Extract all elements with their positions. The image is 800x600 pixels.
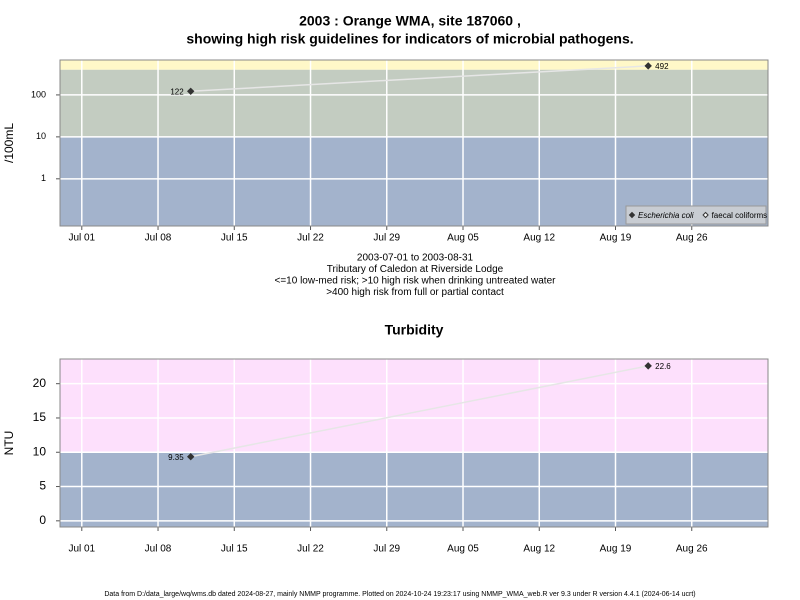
y-tick-label: 1 [41,173,46,183]
y-tick-label: 0 [39,513,46,527]
note: >400 high risk from full or partial cont… [326,287,504,298]
risk-band [60,452,768,527]
data-point [187,453,195,461]
y-axis-label: NTU [2,431,16,456]
x-tick-label: Aug 19 [600,544,632,555]
note: <=10 low-med risk; >10 high risk when dr… [275,276,557,287]
y-tick-label: 15 [33,410,47,424]
chart-title: 2003 : Orange WMA, site 187060 , [299,13,521,29]
x-tick-label: Jul 15 [221,544,248,555]
series-line [190,365,649,458]
note: 2003-07-01 to 2003-08-31 [357,253,474,264]
y-tick-label: 10 [36,131,46,141]
y-axis-label: /100mL [2,123,16,163]
data-point [644,362,652,370]
legend-box [625,205,767,225]
y-tick-label: 5 [39,479,46,493]
data-point [187,87,195,96]
x-tick-label: Aug 12 [523,544,555,555]
y-tick-label: 20 [33,376,47,390]
data-point [644,62,652,70]
x-tick-label: Aug 19 [600,233,632,244]
footer: Data from D:/data_large/wq/wms.db dated … [104,591,695,598]
x-tick-label: Jul 15 [221,233,248,244]
data-label: 492 [655,62,669,71]
risk-band [60,69,768,137]
plot-frame [59,358,769,528]
x-tick-label: Aug 05 [447,233,479,244]
x-tick-label: Jul 08 [145,544,172,555]
x-tick-label: Jul 22 [297,233,324,244]
legend-marker [702,211,709,219]
legend-marker [628,211,636,219]
x-tick-label: Aug 26 [676,233,708,244]
x-tick-label: Aug 05 [447,544,479,555]
x-tick-label: Jul 29 [373,544,400,555]
chart-title: Turbidity [385,322,444,338]
x-tick-label: Aug 26 [676,544,708,555]
risk-band [60,359,768,453]
risk-band [60,60,768,70]
x-tick-label: Jul 08 [145,233,172,244]
legend-label: faecal coliforms [712,211,768,220]
x-tick-label: Jul 29 [373,233,400,244]
note: Tributary of Caledon at Riverside Lodge [327,264,504,275]
x-tick-label: Jul 01 [68,233,95,244]
y-tick-label: 100 [31,89,46,99]
data-label: 9.35 [168,453,184,462]
data-label: 22.6 [655,362,671,371]
chart-title: showing high risk guidelines for indicat… [186,31,633,47]
plot-frame [59,59,769,227]
x-tick-label: Jul 01 [68,544,95,555]
y-tick-label: 10 [33,444,47,458]
legend-label: Escherichia coli [638,211,694,220]
x-tick-label: Jul 22 [297,544,324,555]
data-label: 122 [170,87,184,96]
x-tick-label: Aug 12 [523,233,555,244]
series-line [190,65,649,93]
